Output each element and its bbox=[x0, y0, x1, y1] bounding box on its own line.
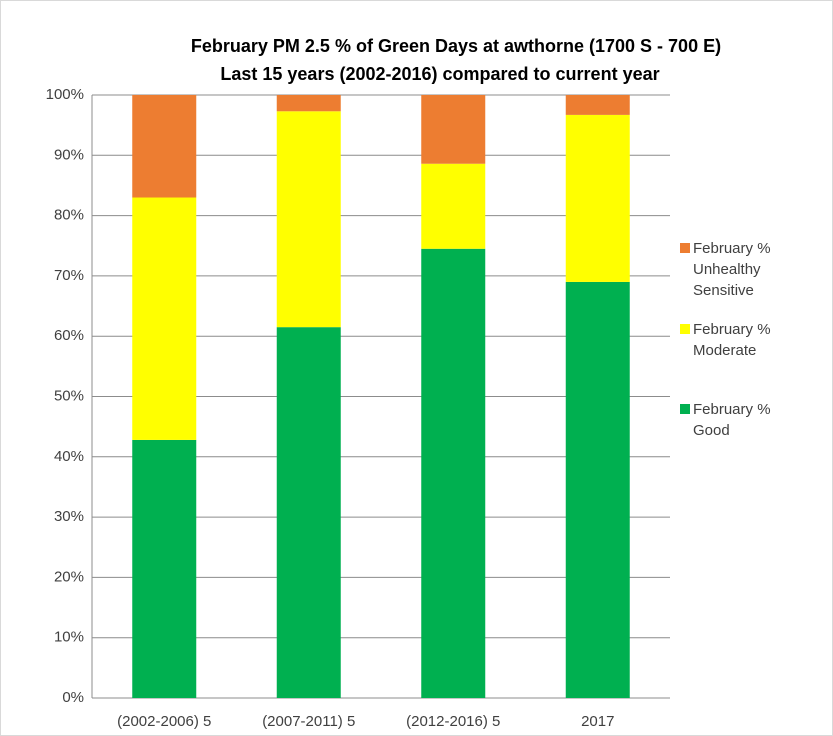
y-tick-label: 20% bbox=[54, 568, 84, 585]
y-tick-label: 90% bbox=[54, 146, 84, 163]
legend-label: February % Unhealthy Sensitive bbox=[693, 240, 771, 299]
chart-title: February PM 2.5 % of Green Days at awtho… bbox=[191, 36, 721, 56]
y-tick-label: 80% bbox=[54, 207, 84, 224]
y-tick-label: 60% bbox=[54, 327, 84, 344]
y-tick-label: 10% bbox=[54, 629, 84, 646]
y-tick-label: 70% bbox=[54, 267, 84, 284]
y-tick-label: 50% bbox=[54, 387, 84, 404]
bar-segment bbox=[421, 163, 486, 249]
legend-label: February % Good bbox=[693, 401, 771, 439]
legend-item: February % Good bbox=[680, 399, 820, 441]
legend-swatch bbox=[680, 404, 690, 414]
bar-segment bbox=[565, 281, 630, 698]
legend-label: February % Moderate bbox=[693, 321, 771, 359]
bar-segment bbox=[132, 439, 197, 698]
legend-swatch bbox=[680, 243, 690, 253]
bar-segment bbox=[132, 95, 197, 198]
legend-item: February % Moderate bbox=[680, 319, 820, 361]
bar-segment bbox=[132, 197, 197, 440]
x-tick-label: (2007-2011) 5 bbox=[262, 713, 355, 730]
y-tick-label: 40% bbox=[54, 448, 84, 465]
bar-segment bbox=[421, 95, 486, 164]
y-tick-label: 100% bbox=[46, 86, 84, 103]
bar-segment bbox=[565, 114, 630, 282]
chart-subtitle: Last 15 years (2002-2016) compared to cu… bbox=[220, 64, 659, 84]
x-tick-label: (2012-2016) 5 bbox=[406, 713, 500, 730]
bar-segment bbox=[276, 327, 341, 698]
bar-segment bbox=[276, 111, 341, 328]
bar-segment bbox=[421, 248, 486, 698]
x-tick-label: (2002-2006) 5 bbox=[117, 713, 211, 730]
bar-segment bbox=[276, 95, 341, 112]
y-tick-label: 30% bbox=[54, 508, 84, 525]
legend-swatch bbox=[680, 324, 690, 334]
y-tick-label: 0% bbox=[62, 689, 84, 706]
legend-item: February % Unhealthy Sensitive bbox=[680, 238, 820, 301]
bar-segment bbox=[565, 95, 630, 115]
x-tick-label: 2017 bbox=[581, 713, 614, 730]
